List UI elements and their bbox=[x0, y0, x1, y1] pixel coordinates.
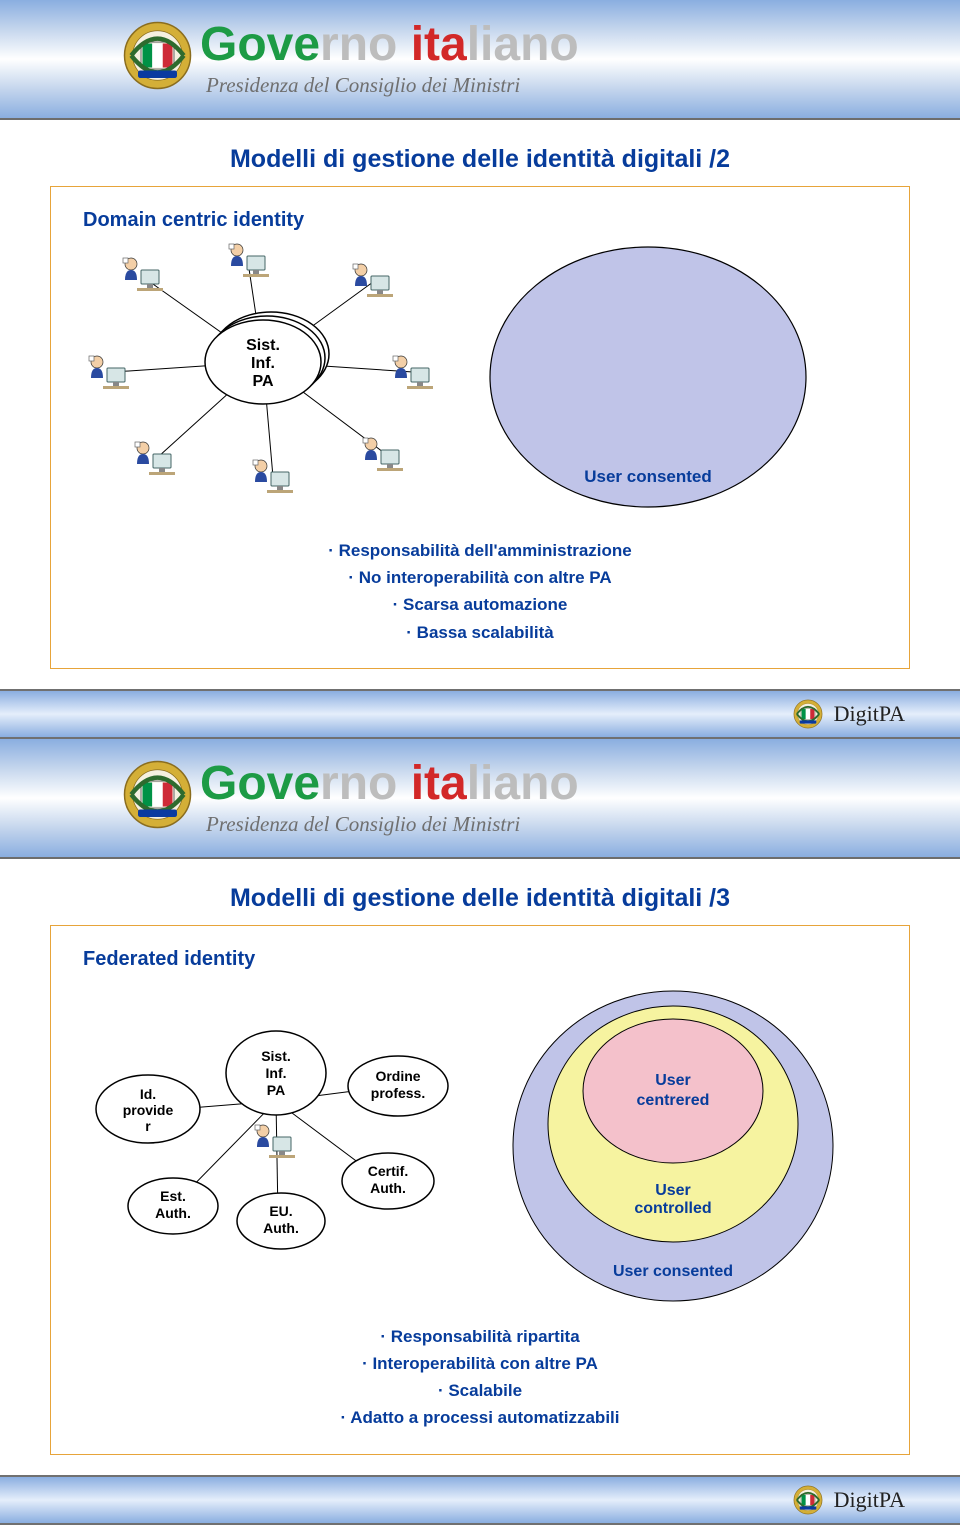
footer-emblem-icon bbox=[792, 698, 824, 730]
slide1-content: Domain centric identity bbox=[50, 186, 910, 669]
bullet: · Responsabilità dell'amministrazione bbox=[73, 537, 887, 564]
brand-subtitle: Presidenza del Consiglio dei Ministri bbox=[206, 73, 720, 98]
svg-text:Id.: Id. bbox=[140, 1086, 156, 1102]
inner-label-2: centrered bbox=[637, 1092, 710, 1109]
brand-title bbox=[200, 20, 720, 75]
bullet: · No interoperabilità con altre PA bbox=[73, 564, 887, 591]
slide2-content: Federated identity Sist. Inf. PA bbox=[50, 925, 910, 1455]
emblem-logo bbox=[120, 757, 195, 832]
outer-label: User consented bbox=[613, 1263, 733, 1280]
footer-org: DigitPA bbox=[834, 701, 905, 727]
user-icon bbox=[229, 244, 269, 277]
federated-diagram: Sist. Inf. PA Id. provide r Ordine bbox=[73, 981, 473, 1281]
user-consented-label: User consented bbox=[584, 467, 712, 486]
slide1-subtitle: Domain centric identity bbox=[83, 209, 887, 232]
l: Sist. bbox=[261, 1048, 291, 1064]
brand-subtitle: Presidenza del Consiglio dei Ministri bbox=[206, 812, 720, 837]
user-icon bbox=[89, 356, 129, 389]
svg-text:Ordine: Ordine bbox=[375, 1068, 420, 1084]
slide-2: Presidenza del Consiglio dei Ministri Mo… bbox=[0, 739, 960, 1525]
id-provider-node: Id. provide r bbox=[96, 1075, 200, 1143]
slide2-subtitle: Federated identity bbox=[83, 948, 887, 971]
middle-label-1: User bbox=[655, 1182, 691, 1199]
footer-emblem-icon bbox=[792, 1484, 824, 1516]
svg-text:Auth.: Auth. bbox=[155, 1205, 191, 1221]
inner-label-1: User bbox=[655, 1072, 691, 1089]
center-node-l1: Sist. bbox=[246, 337, 280, 354]
certif-node: Certif. Auth. bbox=[342, 1153, 434, 1209]
l: Inf. bbox=[266, 1065, 287, 1081]
svg-text:Auth.: Auth. bbox=[370, 1180, 406, 1196]
bullet: · Adatto a processi automatizzabili bbox=[73, 1404, 887, 1431]
ring-inner bbox=[583, 1019, 763, 1163]
user-icon bbox=[123, 258, 163, 291]
est-auth-node: Est. Auth. bbox=[128, 1178, 218, 1234]
center-node-l3: PA bbox=[252, 373, 273, 390]
slide1-bullets: · Responsabilità dell'amministrazione · … bbox=[73, 537, 887, 646]
footer-band: DigitPA bbox=[0, 689, 960, 739]
svg-text:profess.: profess. bbox=[371, 1085, 425, 1101]
l: PA bbox=[267, 1082, 285, 1098]
user-icon bbox=[393, 356, 433, 389]
svg-text:Auth.: Auth. bbox=[263, 1220, 299, 1236]
slide2-title: Modelli di gestione delle identità digit… bbox=[0, 884, 960, 913]
bullet: · Scarsa automazione bbox=[73, 591, 887, 618]
header-band: Presidenza del Consiglio dei Ministri bbox=[0, 739, 960, 859]
slide-1: Presidenza del Consiglio dei Ministri Mo… bbox=[0, 0, 960, 739]
brand-title bbox=[200, 759, 720, 814]
bullet: · Responsabilità ripartita bbox=[73, 1323, 887, 1350]
footer-band: DigitPA bbox=[0, 1475, 960, 1525]
user-consented-ellipse: User consented bbox=[483, 242, 813, 522]
eu-auth-node: EU. Auth. bbox=[237, 1193, 325, 1249]
user-icon bbox=[363, 438, 403, 471]
center-node-l2: Inf. bbox=[251, 355, 275, 372]
footer-org: DigitPA bbox=[834, 1487, 905, 1513]
slide2-bullets: · Responsabilità ripartita · Interoperab… bbox=[73, 1323, 887, 1432]
svg-text:provide: provide bbox=[123, 1102, 174, 1118]
user-icon bbox=[253, 460, 293, 493]
bullet: · Bassa scalabilità bbox=[73, 619, 887, 646]
middle-label-2: controlled bbox=[634, 1200, 711, 1217]
slide1-title: Modelli di gestione delle identità digit… bbox=[0, 145, 960, 174]
svg-text:r: r bbox=[145, 1118, 151, 1134]
svg-text:EU.: EU. bbox=[269, 1203, 292, 1219]
bullet: · Scalabile bbox=[73, 1377, 887, 1404]
bullet: · Interoperabilità con altre PA bbox=[73, 1350, 887, 1377]
center-node: Sist. Inf. PA bbox=[226, 1031, 326, 1115]
domain-network-diagram: Sist. Inf. PA bbox=[73, 242, 453, 502]
svg-text:Est.: Est. bbox=[160, 1188, 186, 1204]
ordine-node: Ordine profess. bbox=[348, 1056, 448, 1116]
svg-text:Certif.: Certif. bbox=[368, 1163, 408, 1179]
emblem-logo bbox=[120, 18, 195, 93]
header-band: Presidenza del Consiglio dei Ministri bbox=[0, 0, 960, 120]
user-icon bbox=[255, 1125, 295, 1158]
concentric-diagram: User centrered User controlled User cons… bbox=[503, 981, 843, 1311]
